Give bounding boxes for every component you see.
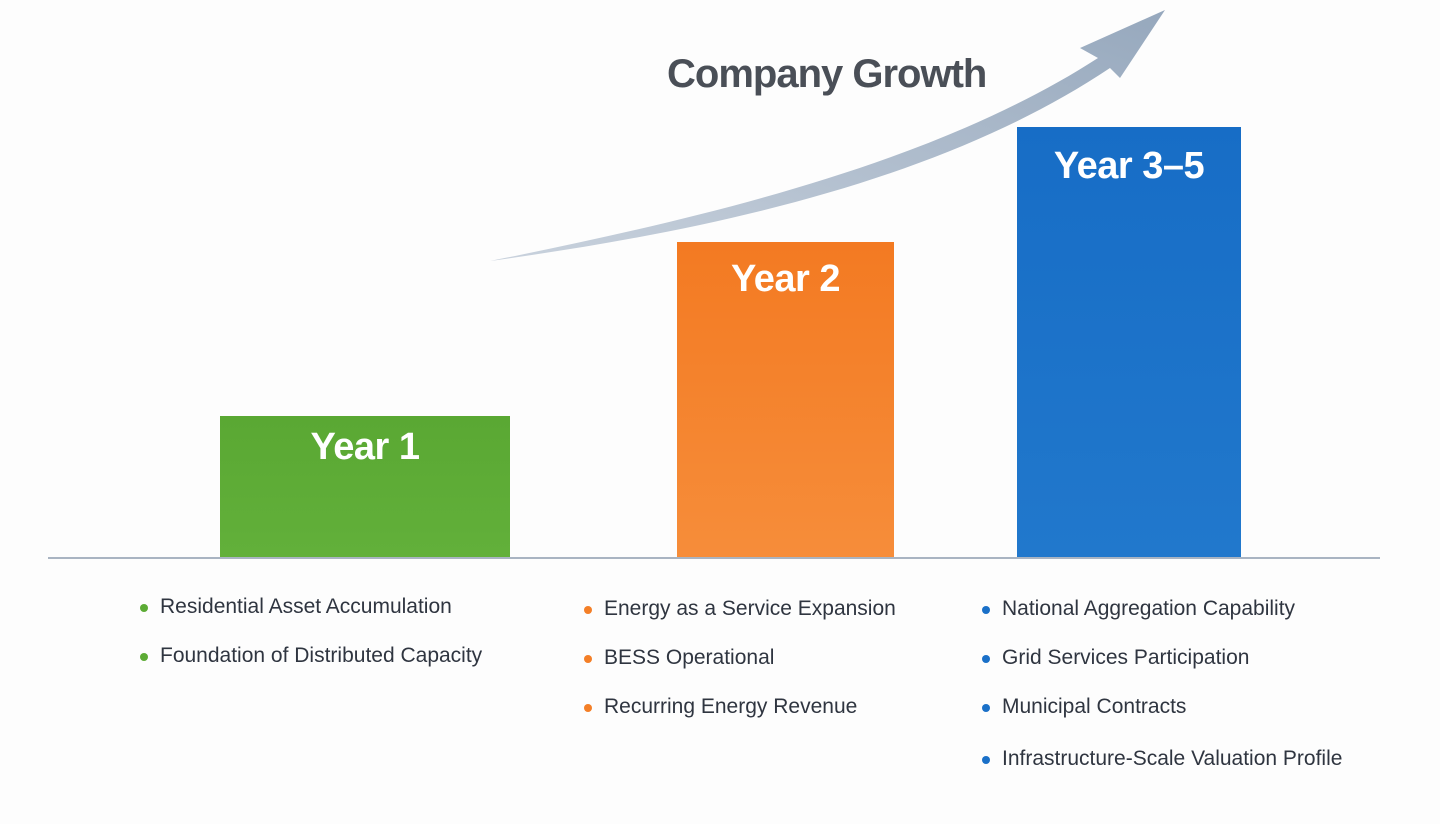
year-2-list: Energy as a Service Expansion BESS Opera… [582, 597, 896, 744]
bullet-icon [982, 655, 990, 663]
list-item: BESS Operational [582, 646, 896, 695]
list-item: Residential Asset Accumulation [138, 595, 482, 644]
item-text: Grid Services Participation [1002, 646, 1250, 669]
list-item: Recurring Energy Revenue [582, 695, 896, 744]
bar-label: Year 2 [731, 258, 841, 300]
bullet-icon [140, 653, 148, 661]
bullet-icon [982, 606, 990, 614]
list-item: Foundation of Distributed Capacity [138, 644, 482, 693]
page-title: Company Growth [667, 52, 987, 96]
bar-year-3-5: Year 3–5 [1017, 127, 1241, 557]
bullet-icon [584, 606, 592, 614]
bar-label: Year 1 [310, 426, 421, 468]
item-text: Energy as a Service Expansion [604, 597, 896, 620]
year-3-5-list: National Aggregation Capability Grid Ser… [980, 597, 1342, 796]
bar-year-2: Year 2 [677, 242, 894, 557]
list-item: Energy as a Service Expansion [582, 597, 896, 646]
year-1-list: Residential Asset Accumulation Foundatio… [138, 595, 482, 693]
baseline [48, 557, 1380, 559]
list-item: Municipal Contracts [980, 695, 1342, 747]
list-item: Grid Services Participation [980, 646, 1342, 695]
bullet-icon [584, 704, 592, 712]
bullet-icon [584, 655, 592, 663]
bar-label: Year 3–5 [1053, 145, 1205, 187]
item-text: Municipal Contracts [1002, 695, 1187, 718]
item-text: Infrastructure-Scale Valuation Profile [1002, 747, 1343, 770]
bullet-icon [982, 704, 990, 712]
bullet-icon [982, 756, 990, 764]
item-text: BESS Operational [604, 646, 775, 669]
bullet-icon [140, 604, 148, 612]
item-text: Recurring Energy Revenue [604, 695, 858, 718]
list-item: Infrastructure-Scale Valuation Profile [980, 747, 1342, 796]
item-text: National Aggregation Capability [1002, 597, 1296, 620]
bar-year-1: Year 1 [220, 416, 510, 557]
item-text: Residential Asset Accumulation [160, 595, 452, 618]
item-text: Foundation of Distributed Capacity [160, 644, 483, 667]
list-item: National Aggregation Capability [980, 597, 1342, 646]
